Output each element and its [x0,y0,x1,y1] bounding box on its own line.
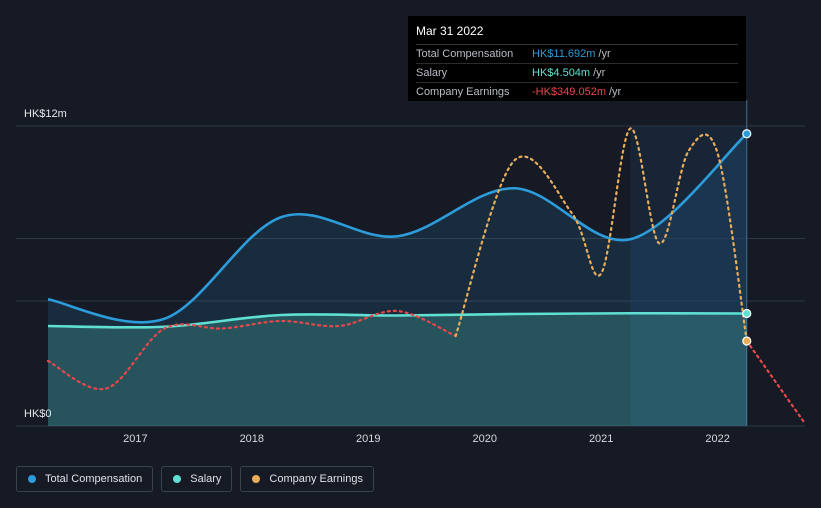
tooltip-label: Salary [416,67,448,79]
legend-dot-icon [28,475,36,483]
series-marker-2 [742,336,752,346]
x-tick-label: 2019 [356,433,380,445]
tooltip-row-company-earnings: Company Earnings -HK$349.052m /yr [416,83,738,101]
legend-label: Total Compensation [45,473,143,485]
x-tick-label: 2017 [123,433,147,445]
series-marker-0 [742,129,752,139]
earnings-line-projection [745,339,807,425]
tooltip-date: Mar 31 2022 [416,24,738,45]
x-tick-label: 2018 [240,433,264,445]
legend-label: Company Earnings [269,473,363,485]
tooltip-value: HK$4.504m [532,67,591,79]
series-line-0 [47,132,748,324]
legend-company-earnings[interactable]: Company Earnings [240,466,374,492]
tooltip-unit: /yr [593,67,606,79]
highlight-band [630,126,747,426]
x-tick-label: 2021 [589,433,613,445]
tooltip-value: -HK$349.052m [532,86,606,98]
legend-total-compensation[interactable]: Total Compensation [16,466,154,492]
series-areas [48,133,747,426]
series-markers [742,129,752,346]
tooltip-label: Company Earnings [416,86,510,98]
earnings-line-negative [46,309,457,391]
legend-label: Salary [190,473,222,485]
hover-tooltip: Mar 31 2022 Total Compensation HK$11.692… [408,16,746,101]
series-lines [46,127,807,425]
y-tick-label-bottom: HK$0 [24,408,52,420]
tooltip-label: Total Compensation [416,48,514,60]
highlight-region [630,100,748,426]
tooltip-unit: /yr [609,86,622,98]
series-line-1 [47,311,747,329]
chart-legend: Total Compensation Salary Company Earnin… [16,466,374,492]
tooltip-row-total-compensation: Total Compensation HK$11.692m /yr [416,45,738,64]
y-tick-label-top: HK$12m [24,108,67,120]
legend-dot-icon [252,475,261,483]
tooltip-unit: /yr [598,48,611,60]
series-area-1 [48,313,747,426]
x-tick-label: 2022 [705,433,729,445]
x-axis-ticks: 2017 2018 2019 2020 2021 2022 [123,433,730,445]
series-area-0 [48,133,747,426]
tooltip-row-salary: Salary HK$4.504m /yr [416,64,738,83]
tooltip-value: HK$11.692m [532,48,596,60]
legend-salary[interactable]: Salary [161,466,233,492]
earnings-line-positive [454,127,748,343]
series-marker-1 [742,308,752,319]
x-tick-label: 2020 [472,433,496,445]
legend-dot-icon [173,475,182,483]
